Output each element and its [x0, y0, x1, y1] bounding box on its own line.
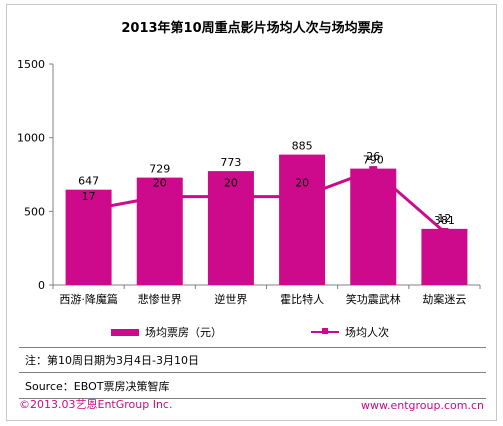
y-tick-label: 0	[38, 279, 45, 292]
bar-data-label: 381	[434, 214, 455, 227]
bar	[207, 171, 254, 285]
x-tick-label: 西游·降魔篇	[59, 292, 118, 306]
bar	[421, 228, 468, 285]
line-point	[298, 192, 307, 201]
legend-item-bar: 场均票房（元）	[111, 323, 222, 341]
bar	[350, 168, 397, 285]
chart-frame: 2013年第10周重点影片场均人次与场均票房 0 500 1000 1500 647 西游…	[6, 4, 497, 421]
divider-top	[19, 347, 486, 348]
x-tick-label: 笑功震武林	[346, 292, 401, 306]
line-data-label: 12	[437, 212, 451, 225]
source-note: Source：EBOT票房决策智库	[25, 380, 170, 393]
x-tick-label: 霍比特人	[280, 292, 324, 306]
line-series	[88, 168, 446, 234]
line-data-label: 26	[366, 150, 380, 163]
line-point	[155, 192, 164, 201]
y-tick-label: 1500	[17, 58, 45, 71]
bar	[65, 189, 112, 285]
bar-data-label: 885	[292, 140, 313, 153]
line-data-label: 17	[82, 190, 96, 203]
divider-middle	[19, 372, 486, 373]
date-note: 注：第10周日期为3月4日-3月10日	[25, 354, 199, 367]
bar	[279, 154, 326, 285]
y-tick-label: 500	[24, 205, 45, 218]
chart-plot: 0 500 1000 1500 647 西游·降魔篇 729 悲惨世界 773 逆世界 885 霍比特…	[17, 58, 481, 306]
bar-data-label: 729	[149, 163, 170, 176]
legend-item-line: 场均人次	[311, 323, 389, 341]
copyright-text: ©2013.03艺恩EntGroup Inc.	[19, 398, 173, 411]
line-point	[369, 166, 378, 175]
legend-swatch-bar	[111, 328, 139, 336]
line-point	[226, 192, 235, 201]
x-tick-label: 逆世界	[214, 292, 247, 306]
line-data-label: 20	[224, 177, 238, 190]
line-data-label: 20	[295, 177, 309, 190]
x-tick-label: 悲惨世界	[138, 292, 182, 306]
bar-data-label: 647	[78, 175, 99, 188]
chart-title: 2013年第10周重点影片场均人次与场均票房	[121, 21, 384, 36]
legend-swatch-line	[311, 328, 339, 334]
chart-legend: 场均票房（元） 场均人次	[7, 323, 498, 341]
website-link[interactable]: www.entgroup.com.cn	[361, 399, 484, 412]
divider-bottom	[19, 398, 486, 399]
legend-label-bar: 场均票房（元）	[145, 326, 222, 339]
legend-label-line: 场均人次	[345, 326, 389, 339]
x-tick-label: 劫案迷云	[422, 292, 466, 306]
y-tick-label: 1000	[17, 132, 45, 145]
line-data-label: 20	[153, 177, 167, 190]
bar-data-label: 773	[220, 156, 241, 169]
line-point	[440, 227, 449, 236]
bar-data-label: 790	[363, 154, 384, 167]
line-point	[84, 205, 93, 214]
